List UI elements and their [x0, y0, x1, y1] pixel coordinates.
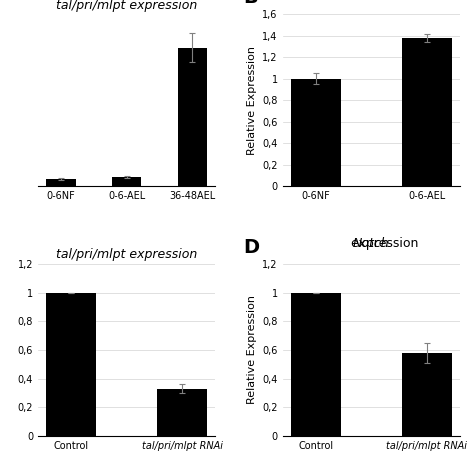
Y-axis label: Relative Expression: Relative Expression	[246, 295, 256, 404]
Text: expression: expression	[323, 237, 419, 250]
Text: D: D	[244, 238, 260, 257]
Bar	[157, 389, 207, 436]
Bar	[401, 38, 452, 186]
Text: B: B	[244, 0, 258, 8]
Title: tal/pri/mlpt expression: tal/pri/mlpt expression	[56, 248, 197, 261]
Bar	[401, 353, 452, 436]
Bar	[46, 179, 75, 186]
Bar	[112, 177, 141, 186]
Text: Notch: Notch	[353, 237, 390, 250]
Bar	[46, 292, 96, 436]
Bar	[291, 79, 341, 186]
Title: tal/pri/mlpt expression: tal/pri/mlpt expression	[56, 0, 197, 12]
Bar	[291, 292, 341, 436]
Bar	[178, 48, 207, 186]
Y-axis label: Relative Expression: Relative Expression	[246, 46, 256, 155]
